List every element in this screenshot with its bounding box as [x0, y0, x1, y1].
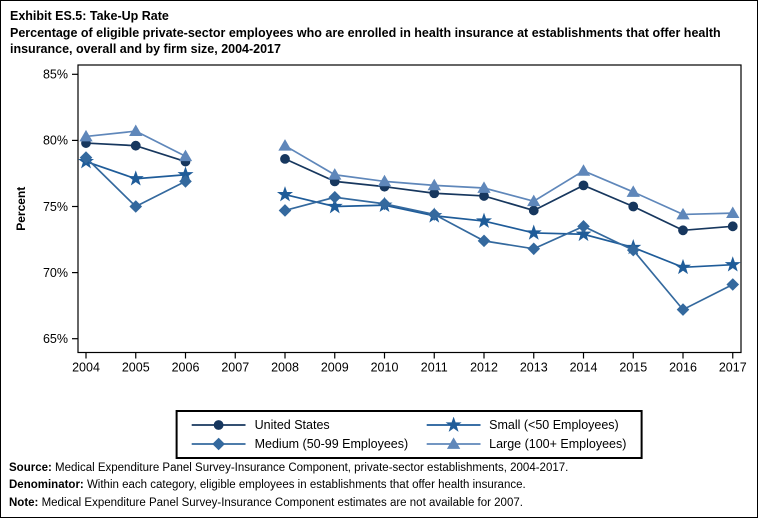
- x-tick-label: 2004: [72, 361, 100, 375]
- series-marker-circle: [628, 201, 639, 212]
- note-label: Note:: [9, 496, 39, 509]
- series-marker-circle: [727, 221, 738, 232]
- y-axis-label: Percent: [14, 187, 28, 231]
- series-marker-star: [575, 225, 592, 242]
- plot-frame: [77, 64, 742, 354]
- source-text: Medical Expenditure Panel Survey-Insuran…: [51, 462, 569, 474]
- series-marker-diamond: [328, 190, 342, 204]
- series-marker-star: [724, 256, 741, 272]
- x-tick-label: 2016: [669, 361, 697, 375]
- series-marker-star: [475, 212, 493, 228]
- legend-label: Medium (50-99 Employees): [254, 437, 409, 451]
- x-tick-label: 2015: [619, 361, 647, 375]
- series-marker-diamond: [577, 220, 590, 233]
- series-marker-diamond: [179, 175, 192, 188]
- takeup-rate-line-chart: 65% 70% 75% 80% 85% 2004 2005 2006 2007 2008 2009 2…: [14, 64, 747, 375]
- series-marker-diamond: [726, 278, 740, 291]
- series-marker-star: [674, 258, 692, 275]
- series-marker-diamond: [427, 208, 441, 221]
- series-marker-triangle: [477, 181, 491, 193]
- series-marker-diamond: [676, 303, 690, 316]
- series-marker-triangle: [626, 185, 640, 197]
- note-line: Note: Medical Expenditure Panel Survey-I…: [9, 495, 753, 512]
- series-marker-diamond: [212, 437, 225, 451]
- x-tick-label: 2008: [271, 361, 299, 375]
- chart-title-block: Exhibit ES.5: Take-Up Rate Percentage of…: [10, 8, 754, 58]
- triangle-marker-icon: [426, 437, 481, 449]
- legend-item-large: Large (100+ Employees): [426, 436, 626, 452]
- x-tick-label: 2007: [221, 361, 249, 375]
- series-marker-star: [276, 186, 294, 202]
- series-line-medium-50-99-employees-: [284, 196, 734, 311]
- denominator-text: Within each category, eligible employees…: [83, 479, 526, 492]
- legend-item-united-states: United States: [191, 417, 409, 433]
- x-tick-label: 2005: [122, 361, 150, 375]
- series-marker-circle: [130, 140, 141, 151]
- circle-marker-icon: [191, 420, 246, 430]
- exhibit-title: Exhibit ES.5: Take-Up Rate: [10, 9, 169, 23]
- y-tick-label: 65%: [43, 332, 68, 346]
- series-marker-circle: [213, 420, 224, 430]
- note-text: Medical Expenditure Panel Survey-Insuran…: [38, 496, 523, 509]
- diamond-marker-icon: [191, 437, 246, 451]
- series-line-large-100-employees-: [284, 144, 733, 216]
- series-marker-triangle: [576, 164, 591, 176]
- y-tick-label: 70%: [43, 266, 68, 280]
- x-tick-label: 2010: [371, 361, 399, 375]
- legend-label: Small (<50 Employees): [489, 418, 619, 432]
- series-marker-diamond: [278, 204, 292, 217]
- legend-item-medium: Medium (50-99 Employees): [191, 436, 409, 452]
- source-line: Source: Medical Expenditure Panel Survey…: [9, 460, 753, 477]
- y-tick-label: 85%: [43, 68, 68, 82]
- star-marker-icon: [426, 417, 481, 432]
- series-marker-triangle: [726, 206, 740, 219]
- series-marker-triangle: [79, 129, 93, 142]
- denominator-line: Denominator: Within each category, eligi…: [9, 477, 753, 494]
- series-marker-diamond: [378, 197, 391, 211]
- series-marker-diamond: [626, 243, 640, 257]
- series-marker-triangle: [178, 149, 193, 162]
- series-marker-triangle: [676, 207, 690, 220]
- y-tick-label: 75%: [43, 200, 68, 214]
- series-line-united-states: [284, 158, 733, 232]
- series-marker-triangle: [446, 437, 460, 449]
- series-marker-circle: [578, 180, 589, 191]
- legend: United States Small (<50 Employees) Medi…: [175, 410, 643, 459]
- series-marker-triangle: [129, 124, 143, 137]
- series-line-small-50-employees-: [284, 193, 733, 269]
- x-tick-label: 2013: [520, 361, 548, 375]
- legend-label: Large (100+ Employees): [489, 437, 627, 451]
- x-tick-label: 2012: [470, 361, 498, 375]
- series-marker-triangle: [427, 178, 441, 191]
- series-marker-triangle: [328, 168, 342, 180]
- x-tick-label: 2006: [172, 361, 200, 375]
- series-marker-diamond: [79, 151, 93, 164]
- x-tick-label: 2011: [421, 361, 448, 375]
- denominator-label: Denominator:: [9, 479, 84, 492]
- x-tick-label: 2009: [321, 361, 349, 375]
- series-marker-circle: [280, 154, 290, 164]
- series-marker-triangle: [377, 174, 392, 187]
- series-marker-star: [525, 224, 542, 240]
- series-marker-triangle: [278, 139, 292, 151]
- series-marker-circle: [528, 205, 539, 216]
- series-marker-circle: [678, 225, 688, 236]
- x-tick-label: 2017: [719, 361, 747, 375]
- legend-label: United States: [254, 418, 330, 432]
- source-label: Source:: [9, 462, 52, 474]
- series-marker-triangle: [527, 194, 541, 207]
- y-tick-label: 80%: [43, 134, 68, 148]
- chart-subtitle: Percentage of eligible private-sector em…: [10, 25, 721, 57]
- footer-notes: Source: Medical Expenditure Panel Survey…: [9, 460, 753, 512]
- series-marker-star: [445, 417, 462, 432]
- series-marker-star: [127, 170, 144, 186]
- series-marker-diamond: [477, 234, 491, 248]
- x-tick-label: 2014: [570, 361, 598, 375]
- series-marker-star: [326, 198, 343, 214]
- series-marker-diamond: [527, 242, 541, 256]
- series-marker-diamond: [129, 200, 143, 213]
- legend-item-small: Small (<50 Employees): [426, 417, 626, 433]
